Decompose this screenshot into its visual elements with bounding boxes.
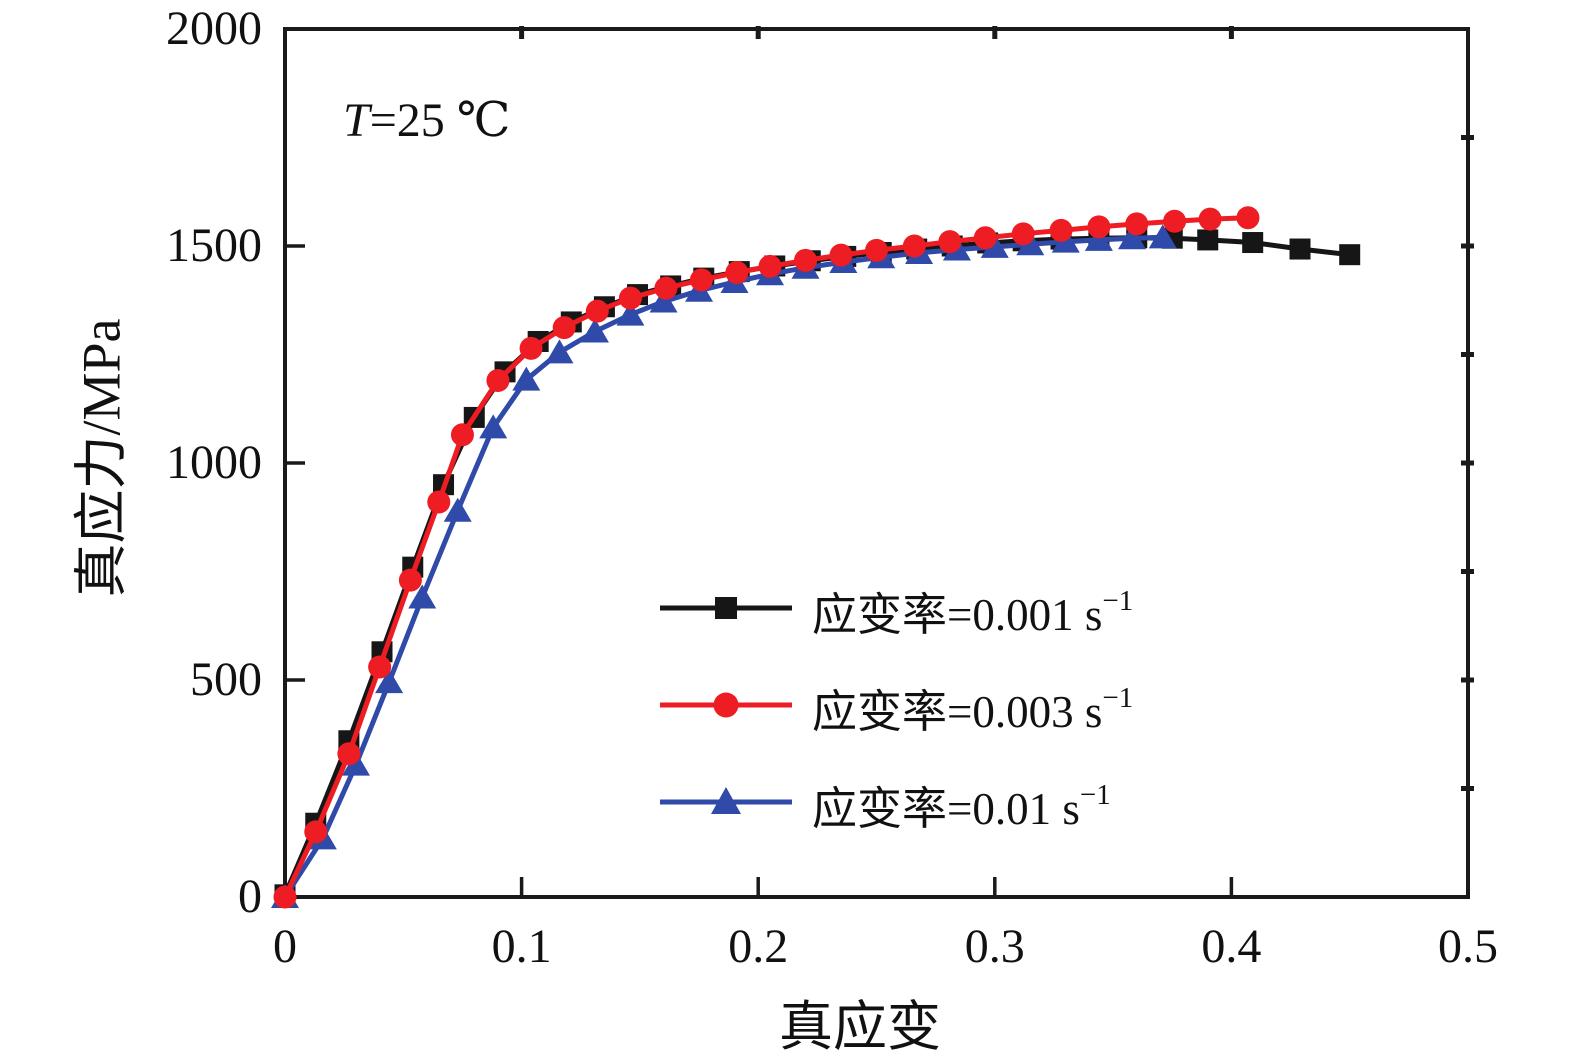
marker-circle bbox=[585, 299, 609, 323]
marker-circle bbox=[552, 316, 576, 340]
marker-circle bbox=[337, 742, 361, 766]
marker-triangle bbox=[980, 233, 1009, 258]
marker-circle bbox=[865, 238, 888, 262]
marker-circle bbox=[1087, 215, 1111, 239]
legend-item-strain-rate-0.003: 应变率=0.003 s−1 bbox=[658, 681, 1133, 736]
legend: 应变率=0.001 s−1 应变率=0.003 s−1 应变率=0.01 s−1 bbox=[658, 584, 1133, 875]
marker-square bbox=[1289, 238, 1311, 260]
legend-marker-square bbox=[715, 597, 737, 619]
marker-circle bbox=[519, 336, 543, 360]
legend-swatch-triangle bbox=[660, 787, 792, 814]
marker-square bbox=[1339, 244, 1361, 266]
marker-triangle bbox=[616, 301, 645, 326]
marker-triangle bbox=[408, 584, 437, 609]
marker-circle bbox=[829, 243, 853, 267]
legend-item-strain-rate-0.001: 应变率=0.001 s−1 bbox=[658, 584, 1133, 639]
x-tick-label: 0.5 bbox=[1438, 920, 1498, 973]
x-axis-title: 真应变 bbox=[779, 997, 941, 1057]
x-tick-label: 0.1 bbox=[491, 920, 552, 973]
legend-label: 应变率=0.003 s−1 bbox=[812, 682, 1134, 737]
marker-circle bbox=[1163, 209, 1187, 233]
annotation-symbol: T bbox=[343, 94, 370, 147]
marker-circle bbox=[1198, 207, 1222, 231]
y-tick-label: 500 bbox=[190, 653, 262, 706]
marker-circle bbox=[427, 490, 451, 514]
marker-triangle bbox=[580, 318, 609, 343]
marker-circle bbox=[450, 423, 474, 447]
legend-swatch-square bbox=[660, 597, 792, 619]
marker-triangle bbox=[649, 288, 678, 313]
marker-circle bbox=[1236, 206, 1260, 230]
marker-triangle bbox=[1118, 225, 1147, 250]
legend-label: 应变率=0.001 s−1 bbox=[812, 585, 1134, 640]
temperature-annotation: T=25 ℃ bbox=[343, 92, 510, 148]
marker-square bbox=[1197, 229, 1219, 251]
marker-circle bbox=[618, 286, 642, 310]
marker-circle bbox=[1125, 212, 1149, 236]
legend-marker-circle bbox=[713, 692, 739, 718]
marker-triangle bbox=[479, 414, 508, 439]
x-tick-label: 0.4 bbox=[1201, 920, 1262, 973]
marker-triangle bbox=[1084, 226, 1113, 251]
marker-triangle bbox=[545, 339, 574, 364]
marker-triangle bbox=[1148, 224, 1177, 249]
marker-circle bbox=[398, 568, 422, 592]
marker-circle bbox=[304, 820, 328, 844]
marker-circle bbox=[794, 248, 818, 272]
marker-circle bbox=[368, 655, 392, 679]
marker-circle bbox=[654, 276, 678, 300]
marker-circle bbox=[902, 234, 926, 258]
marker-circle bbox=[486, 369, 510, 393]
x-tick-label: 0.2 bbox=[728, 920, 789, 973]
legend-swatch-circle bbox=[660, 692, 792, 718]
y-tick-label: 1000 bbox=[166, 436, 262, 489]
marker-circle bbox=[273, 885, 297, 909]
x-tick-label: 0.3 bbox=[964, 920, 1025, 973]
legend-marker-triangle bbox=[711, 787, 741, 814]
marker-circle bbox=[973, 226, 997, 250]
annotation-value: =25 ℃ bbox=[369, 94, 511, 147]
marker-triangle bbox=[512, 366, 541, 391]
y-axis-title: 真应力/MPa bbox=[71, 318, 132, 598]
marker-triangle bbox=[375, 669, 404, 694]
legend-item-strain-rate-0.01: 应变率=0.01 s−1 bbox=[658, 778, 1133, 833]
y-tick-label: 2000 bbox=[166, 2, 262, 55]
marker-triangle bbox=[341, 751, 370, 776]
marker-circle bbox=[725, 260, 749, 284]
marker-circle bbox=[1011, 222, 1035, 246]
y-tick-label: 1500 bbox=[166, 219, 262, 272]
x-tick-label: 0 bbox=[273, 920, 297, 973]
marker-circle bbox=[1049, 218, 1073, 242]
marker-triangle bbox=[1016, 231, 1045, 256]
marker-triangle bbox=[443, 497, 472, 522]
marker-square bbox=[1242, 232, 1264, 254]
marker-circle bbox=[938, 230, 962, 254]
y-tick-label: 0 bbox=[238, 870, 262, 923]
marker-circle bbox=[689, 268, 713, 292]
legend-label: 应变率=0.01 s−1 bbox=[812, 779, 1111, 834]
marker-circle bbox=[758, 254, 782, 278]
